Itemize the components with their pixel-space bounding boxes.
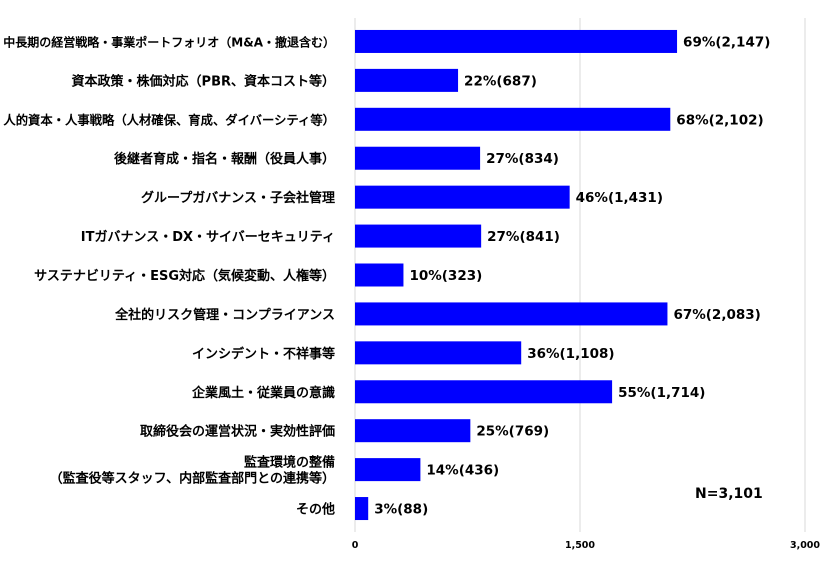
sample-size-note: N=3,101 (695, 486, 763, 502)
bar (355, 380, 613, 404)
bar (355, 68, 459, 92)
data-label: 27%(834) (486, 151, 559, 167)
category-label: インシデント・不祥事等 (192, 346, 335, 362)
bar (355, 302, 668, 326)
category-label: 人的資本・人事戦略（人材確保、育成、ダイバーシティ等） (3, 112, 335, 127)
category-label: 監査環境の整備 (244, 455, 335, 471)
data-label: 25%(769) (476, 424, 549, 440)
bar (355, 263, 404, 287)
category-label: （監査役等スタッフ、内部監査部門との連携等） (50, 471, 335, 487)
x-tick-label: 3,000 (790, 540, 820, 551)
data-label: 55%(1,714) (618, 385, 705, 401)
data-labels: 69%(2,147) 22%(687) 68%(2,102) 27%(834) 46%(… (374, 34, 770, 517)
bar (355, 497, 369, 521)
category-label: サステナビリティ・ESG対応（気候変動、人権等） (34, 268, 335, 284)
data-label: 68%(2,102) (676, 112, 763, 128)
x-tick-label: 1,500 (565, 540, 595, 551)
bar (355, 341, 522, 365)
data-label: 10%(323) (409, 268, 482, 284)
bar (355, 146, 481, 170)
category-label: 取締役会の運営状況・実効性評価 (140, 424, 335, 440)
data-label: 36%(1,108) (527, 346, 614, 362)
bar (355, 458, 421, 482)
data-label: 3%(88) (374, 502, 428, 518)
category-label: 中長期の経営戦略・事業ポートフォリオ（M&A・撤退含む） (3, 34, 335, 49)
bar (355, 224, 482, 248)
bar (355, 419, 471, 443)
category-label: 全社的リスク管理・コンプライアンス (114, 307, 335, 323)
x-axis-ticks: 0 1,500 3,000 (352, 540, 821, 551)
x-tick-label: 0 (352, 540, 359, 551)
data-label: 14%(436) (426, 463, 499, 479)
bar (355, 185, 570, 209)
data-label: 22%(687) (464, 73, 537, 89)
bar (355, 107, 671, 131)
category-label: その他 (296, 502, 335, 518)
category-label: ITガバナンス・DX・サイバーセキュリティ (81, 230, 335, 245)
category-labels: 中長期の経営戦略・事業ポートフォリオ（M&A・撤退含む） 資本政策・株価対応（PB… (3, 34, 335, 517)
data-label: 69%(2,147) (683, 34, 770, 50)
bar (355, 29, 678, 53)
category-label: 後継者育成・指名・報酬（役員人事） (114, 151, 335, 167)
category-label: 企業風土・従業員の意識 (191, 385, 335, 401)
category-label: 資本政策・株価対応（PBR、資本コスト等） (72, 73, 335, 89)
data-label: 27%(841) (487, 229, 560, 245)
bars (355, 29, 678, 521)
category-label: グループガバナンス・子会社管理 (141, 190, 335, 206)
data-label: 46%(1,431) (576, 190, 663, 206)
data-label: 67%(2,083) (673, 307, 760, 323)
